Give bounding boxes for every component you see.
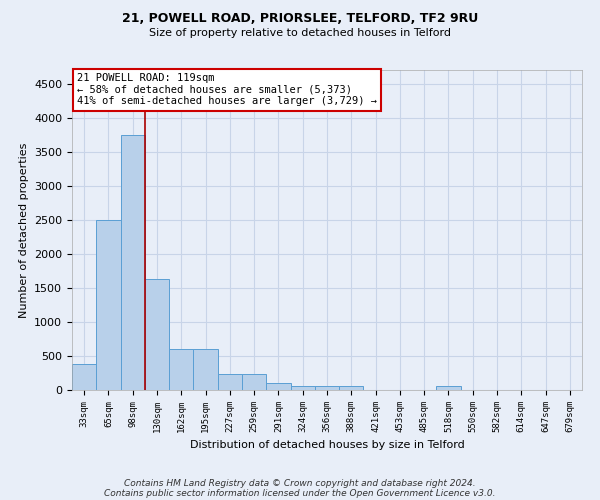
Bar [242,374,266,390]
Bar [169,349,193,390]
Bar [266,382,290,390]
Y-axis label: Number of detached properties: Number of detached properties [19,142,29,318]
X-axis label: Distribution of detached houses by size in Telford: Distribution of detached houses by size … [190,440,464,450]
Text: Contains HM Land Registry data © Crown copyright and database right 2024.: Contains HM Land Registry data © Crown c… [124,478,476,488]
Bar [121,134,145,390]
Bar [193,349,218,390]
Bar [218,374,242,390]
Text: Contains public sector information licensed under the Open Government Licence v3: Contains public sector information licen… [104,488,496,498]
Bar [145,280,169,390]
Text: Size of property relative to detached houses in Telford: Size of property relative to detached ho… [149,28,451,38]
Bar [290,386,315,390]
Bar [72,364,96,390]
Text: 21, POWELL ROAD, PRIORSLEE, TELFORD, TF2 9RU: 21, POWELL ROAD, PRIORSLEE, TELFORD, TF2… [122,12,478,26]
Bar [315,386,339,390]
Text: 21 POWELL ROAD: 119sqm
← 58% of detached houses are smaller (5,373)
41% of semi-: 21 POWELL ROAD: 119sqm ← 58% of detached… [77,73,377,106]
Bar [339,386,364,390]
Bar [96,220,121,390]
Bar [436,386,461,390]
